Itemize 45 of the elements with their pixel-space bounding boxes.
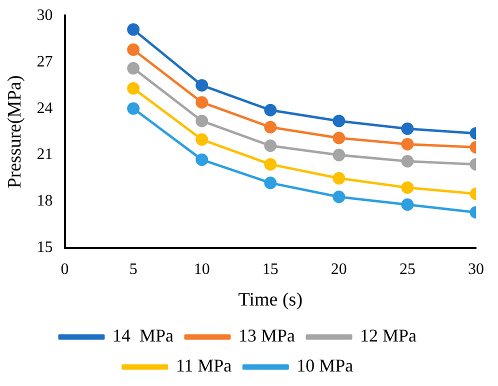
point — [127, 102, 140, 115]
x-axis-title: Time (s) — [238, 290, 303, 311]
point — [401, 154, 414, 168]
legend-label: 11 MPa — [176, 356, 232, 376]
x-tick-label: 5 — [129, 260, 138, 278]
point — [332, 172, 346, 185]
point — [196, 133, 208, 146]
point — [264, 139, 277, 152]
point — [401, 181, 414, 194]
point — [264, 120, 277, 134]
point — [196, 114, 208, 128]
point — [332, 114, 346, 128]
point — [127, 43, 140, 56]
point — [196, 153, 208, 166]
x-tick-label: 30 — [468, 260, 484, 278]
point — [127, 62, 140, 75]
point — [401, 122, 414, 135]
y-tick-label: 24 — [36, 100, 53, 117]
point — [332, 190, 346, 204]
y-tick-label: 21 — [36, 146, 53, 164]
legend-label: 13 MPa — [238, 326, 296, 346]
point — [264, 158, 277, 171]
point — [127, 82, 140, 95]
x-tick-label: 10 — [194, 260, 210, 278]
y-tick-label: 15 — [36, 239, 53, 256]
point — [401, 138, 414, 150]
x-tick-label: 0 — [60, 260, 69, 278]
x-tick-label: 15 — [262, 260, 278, 278]
point — [127, 23, 140, 36]
x-tick-label: 25 — [399, 260, 416, 278]
point — [196, 79, 208, 92]
legend-label: 14 MPa — [112, 326, 174, 346]
point — [401, 198, 414, 211]
point — [332, 148, 346, 162]
legend-label: 10 MPa — [296, 356, 354, 376]
point — [264, 104, 277, 116]
y-tick-label: 30 — [36, 6, 53, 24]
legend-label: 12 MPa — [360, 326, 417, 346]
y-tick-label: 18 — [36, 192, 53, 210]
point — [264, 176, 277, 190]
x-tick-label: 20 — [330, 260, 347, 278]
y-axis-title: Pressure(MPa) — [4, 75, 26, 188]
point — [332, 132, 346, 144]
point — [196, 96, 208, 109]
y-tick-label: 27 — [36, 53, 53, 70]
